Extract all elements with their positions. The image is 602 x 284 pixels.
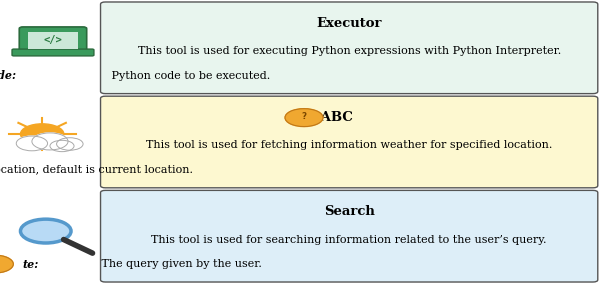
- Circle shape: [285, 109, 323, 127]
- Circle shape: [32, 133, 68, 150]
- FancyBboxPatch shape: [12, 49, 94, 56]
- Circle shape: [16, 136, 48, 151]
- Text: Search: Search: [324, 205, 374, 218]
- FancyBboxPatch shape: [28, 32, 78, 49]
- Circle shape: [50, 140, 74, 152]
- Text: This tool is used for searching information related to the user’s query.: This tool is used for searching informat…: [152, 235, 547, 245]
- Text: code:: code:: [0, 70, 16, 81]
- Circle shape: [20, 219, 71, 243]
- Text: This tool is used for fetching information weather for specified location.: This tool is used for fetching informati…: [146, 141, 553, 151]
- Text: ?: ?: [302, 112, 306, 121]
- Circle shape: [20, 124, 64, 144]
- Circle shape: [57, 138, 83, 150]
- FancyBboxPatch shape: [101, 96, 598, 188]
- Text: The query given by the user.: The query given by the user.: [98, 259, 262, 269]
- Text: te:: te:: [23, 258, 39, 270]
- Text: </>: </>: [43, 35, 63, 45]
- Text: ABC: ABC: [316, 111, 353, 124]
- FancyBboxPatch shape: [101, 190, 598, 282]
- FancyBboxPatch shape: [101, 2, 598, 94]
- FancyBboxPatch shape: [19, 27, 87, 52]
- Circle shape: [0, 255, 13, 273]
- Text: Designated location, default is current location.: Designated location, default is current …: [0, 165, 193, 175]
- Text: Python code to be executed.: Python code to be executed.: [108, 71, 271, 81]
- Text: This tool is used for executing Python expressions with Python Interpreter.: This tool is used for executing Python e…: [137, 46, 561, 56]
- Text: Executor: Executor: [317, 17, 382, 30]
